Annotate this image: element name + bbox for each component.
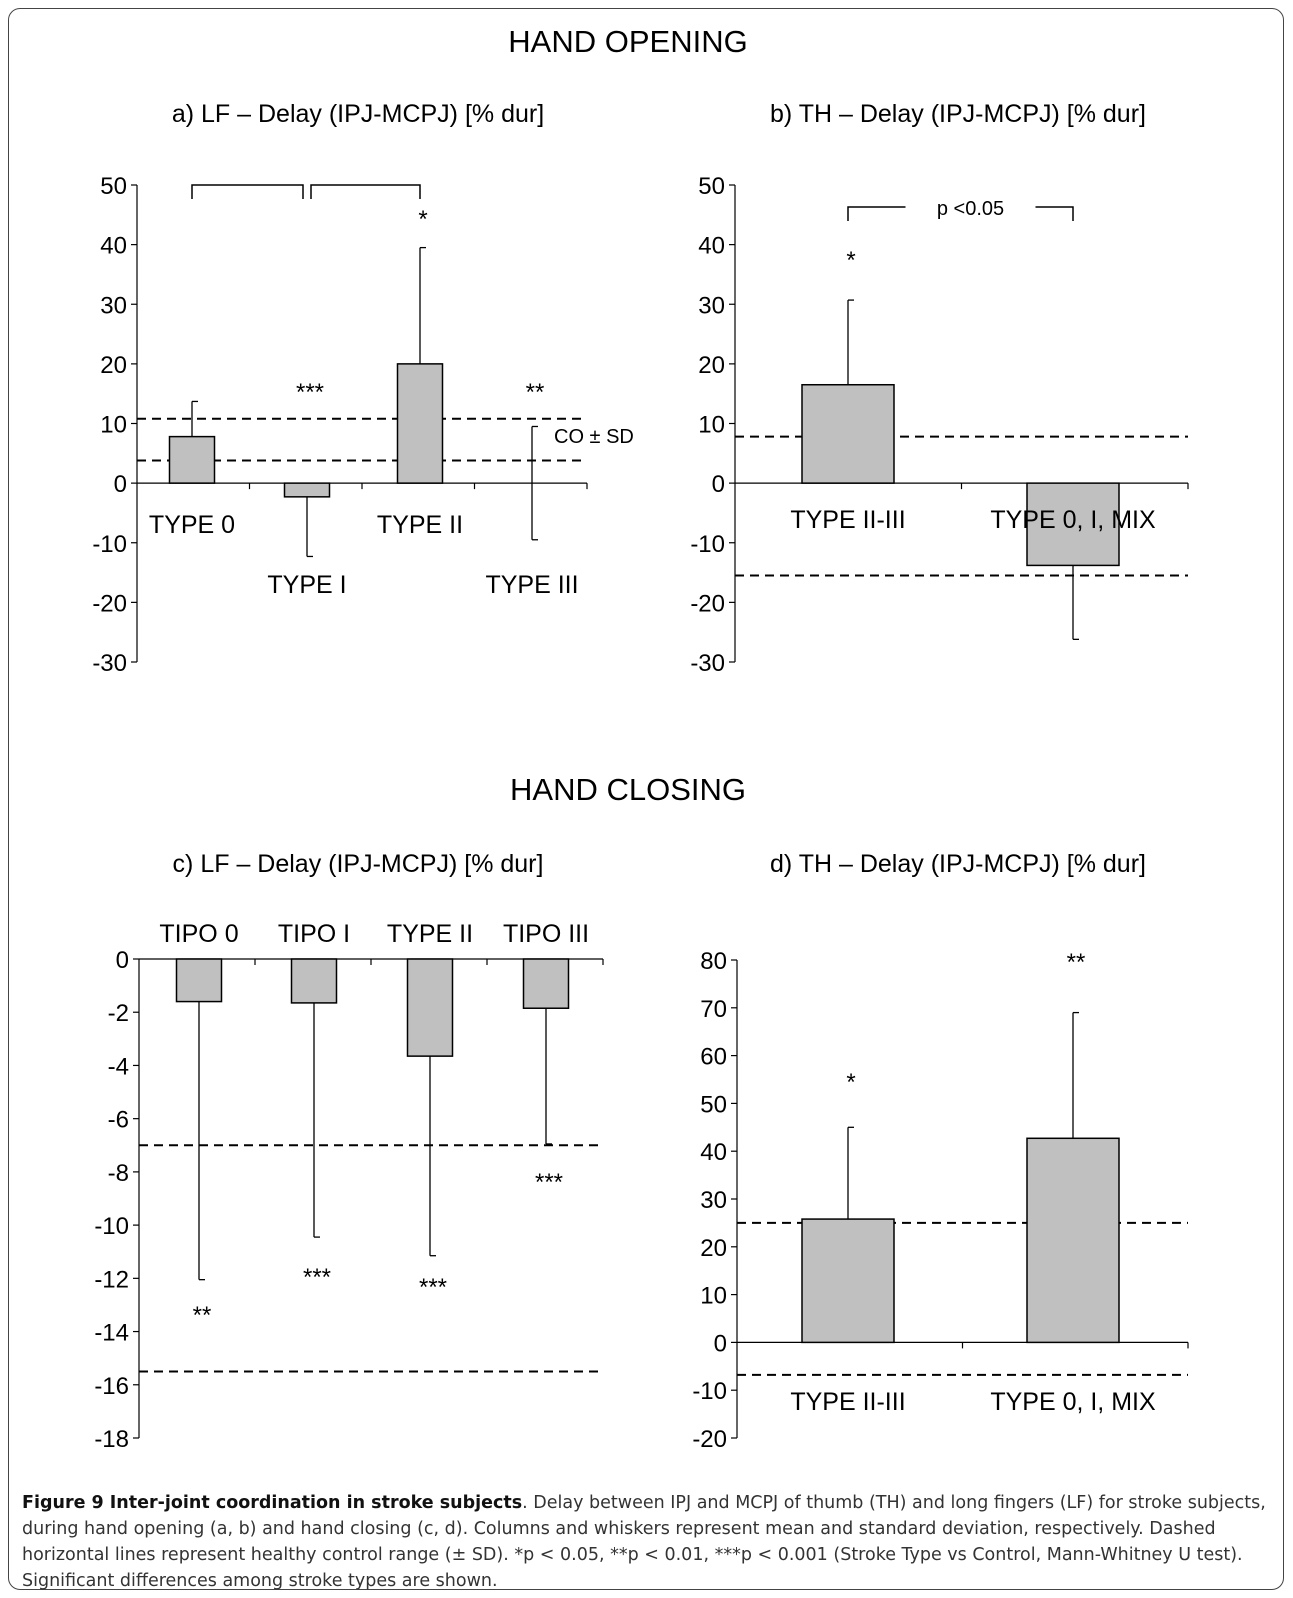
y-tick-label: 40: [698, 233, 725, 260]
y-tick-label: -4: [108, 1053, 129, 1080]
bar-type-ii-iii: [801, 383, 895, 484]
section-title-closing: HAND CLOSING: [510, 772, 746, 807]
comparison-bracket: [310, 184, 421, 199]
category-label: TYPE II: [377, 511, 463, 539]
significance-marker: ***: [296, 379, 324, 406]
y-tick-label: 10: [698, 412, 725, 439]
chart-panel-c: c) LF – Delay (IPJ-MCPJ) [% dur] 0 -2 -4 -6 -…: [94, 850, 604, 1453]
comparison-bracket: [191, 184, 304, 199]
comparison-bracket: [1035, 206, 1074, 221]
bar-type-0: [168, 435, 216, 484]
category-label: TIPO I: [278, 920, 350, 948]
significance-marker: *: [846, 1069, 855, 1096]
bar-type-i: [283, 482, 331, 498]
bar-type-0-i-mix: [1026, 1137, 1120, 1344]
figure-caption: Figure 9 Inter-joint coordination in str…: [22, 1490, 1272, 1594]
chart-panel-a: a) LF – Delay (IPJ-MCPJ) [% dur] 50 40 30 20…: [92, 100, 634, 677]
comparison-label: p <0.05: [937, 198, 1004, 220]
bar-type-ii-iii: [801, 1218, 895, 1344]
y-tick-label: 50: [700, 1091, 727, 1118]
category-label: TYPE II-III: [790, 1388, 905, 1416]
category-label: TYPE I: [267, 571, 346, 599]
y-tick-label: 0: [114, 471, 127, 498]
figure-canvas: HAND OPENING HAND CLOSING a) LF – Delay …: [92, 24, 1189, 1453]
y-tick-label: 60: [700, 1044, 727, 1071]
significance-marker: ***: [419, 1274, 447, 1301]
comparison-bracket: [847, 206, 906, 221]
bar-type-0-i-mix: [1026, 482, 1120, 567]
figure-frame: [8, 8, 1284, 1590]
y-tick-label: -8: [108, 1160, 129, 1187]
category-label: TIPO 0: [159, 920, 238, 948]
y-tick-label: 10: [100, 412, 127, 439]
category-label: TYPE III: [485, 571, 578, 599]
chart-panel-b: b) TH – Delay (IPJ-MCPJ) [% dur] 50 40 30 20…: [690, 100, 1189, 677]
y-tick-label: 10: [700, 1283, 727, 1310]
significance-marker: **: [193, 1302, 212, 1329]
chart-title: a) LF – Delay (IPJ-MCPJ) [% dur]: [172, 100, 544, 128]
category-label: TYPE II-III: [790, 506, 905, 534]
chart-title: d) TH – Delay (IPJ-MCPJ) [% dur]: [770, 850, 1146, 878]
category-label: TYPE 0, I, MIX: [990, 1388, 1156, 1416]
bar-type-ii: [396, 363, 444, 484]
significance-marker: ***: [535, 1169, 563, 1196]
significance-marker: *: [418, 206, 427, 233]
y-tick-label: -18: [94, 1426, 129, 1453]
y-tick-label: -30: [690, 650, 725, 677]
significance-marker: **: [526, 379, 545, 406]
y-tick-label: 0: [116, 947, 129, 974]
section-title-opening: HAND OPENING: [508, 24, 747, 59]
y-tick-label: 0: [712, 471, 725, 498]
y-tick-label: -10: [690, 531, 725, 558]
chart-title: b) TH – Delay (IPJ-MCPJ) [% dur]: [770, 100, 1146, 128]
y-tick-label: -12: [94, 1266, 129, 1293]
y-tick-label: 20: [698, 352, 725, 379]
y-tick-label: 50: [698, 173, 725, 200]
y-tick-label: 50: [100, 173, 127, 200]
y-tick-label: -2: [108, 1000, 129, 1027]
y-tick-label: 30: [700, 1187, 727, 1214]
y-tick-label: -14: [94, 1320, 129, 1347]
y-tick-label: -20: [690, 590, 725, 617]
category-label: TYPE II: [387, 920, 473, 948]
y-tick-label: 0: [714, 1330, 727, 1357]
y-tick-label: 80: [700, 948, 727, 975]
y-tick-label: 70: [700, 996, 727, 1023]
category-label: TYPE 0: [149, 511, 235, 539]
bar-tipo-iii: [522, 958, 570, 1009]
y-tick-label: 40: [700, 1139, 727, 1166]
bar-type-ii: [406, 958, 454, 1057]
bar-tipo-i: [290, 958, 338, 1004]
y-tick-label: -16: [94, 1373, 129, 1400]
y-tick-label: -20: [92, 590, 127, 617]
y-tick-label: 30: [698, 292, 725, 319]
control-range-label: CO ± SD: [554, 426, 634, 448]
chart-title: c) LF – Delay (IPJ-MCPJ) [% dur]: [173, 850, 544, 878]
caption-text: . Delay between IPJ and MCPJ of thumb (T…: [22, 1493, 1266, 1591]
caption-label: Figure 9 Inter-joint coordination in str…: [22, 1493, 523, 1513]
bar-tipo-0: [175, 958, 223, 1003]
y-tick-label: 40: [100, 233, 127, 260]
y-tick-label: -30: [92, 650, 127, 677]
significance-marker: ***: [303, 1264, 331, 1291]
category-label: TYPE 0, I, MIX: [990, 506, 1156, 534]
significance-marker: **: [1067, 949, 1086, 976]
y-tick-label: 20: [100, 352, 127, 379]
y-tick-label: -10: [692, 1378, 727, 1405]
category-label: TIPO III: [503, 920, 589, 948]
y-tick-label: -20: [692, 1426, 727, 1453]
y-tick-label: -10: [92, 531, 127, 558]
significance-marker: *: [846, 247, 855, 274]
y-tick-label: -6: [108, 1107, 129, 1134]
y-tick-label: -10: [94, 1213, 129, 1240]
chart-panel-d: d) TH – Delay (IPJ-MCPJ) [% dur] 80 70 60 50…: [692, 850, 1189, 1453]
y-tick-label: 20: [700, 1235, 727, 1262]
y-tick-label: 30: [100, 292, 127, 319]
